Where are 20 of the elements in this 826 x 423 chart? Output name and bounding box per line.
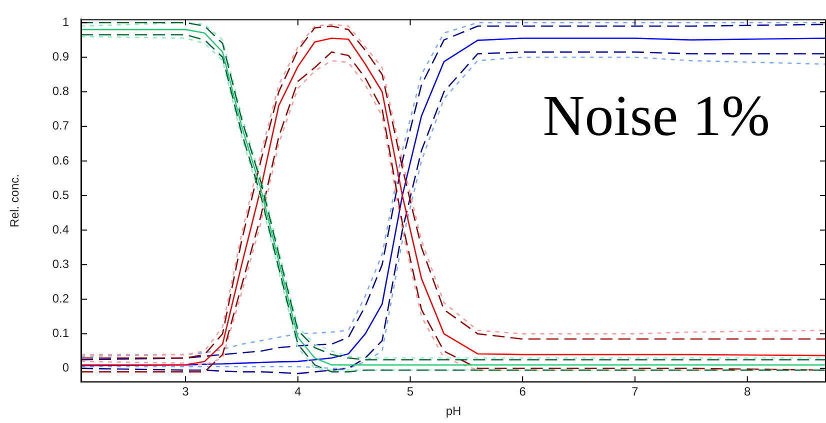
y-tick-label: 1 [62, 14, 70, 29]
x-tick-label: 8 [744, 384, 751, 399]
y-tick-label: 0.9 [52, 50, 70, 64]
y-tick-label: 0.7 [52, 118, 70, 133]
annotation: Noise 1% [542, 83, 770, 148]
y-axis-title: Rel. conc. [8, 174, 22, 228]
y-tick-label: 0.3 [52, 256, 70, 271]
y-tick-label: 0.1 [52, 326, 70, 340]
y-tick-label: 0.6 [52, 153, 70, 168]
y-tick-label: 0 [62, 360, 70, 375]
y-tick-label: 0.4 [52, 222, 70, 236]
x-axis-title: pH [446, 404, 462, 418]
y-tick-label: 0.8 [52, 84, 70, 98]
x-tick-label: 6 [519, 384, 526, 399]
y-tick-label: 0.2 [52, 292, 70, 306]
x-tick-label: 5 [406, 384, 414, 399]
x-tick-label: 7 [632, 384, 639, 399]
y-tick-label: 0.5 [52, 188, 70, 202]
x-tick-label: 3 [182, 384, 190, 399]
x-tick-label: 4 [294, 384, 302, 399]
